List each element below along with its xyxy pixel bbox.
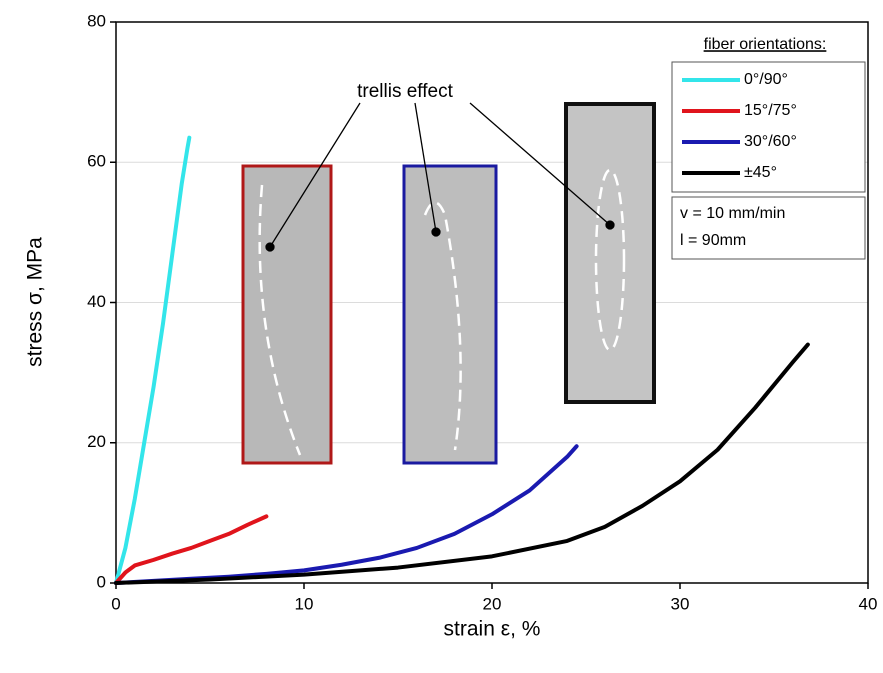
legend-label: 30°/60° bbox=[744, 133, 797, 150]
annotation: trellis effect bbox=[357, 81, 453, 102]
photo-ellipse bbox=[423, 201, 462, 451]
conditions-box bbox=[671, 196, 866, 260]
series-line bbox=[114, 135, 192, 585]
y-tick-label: 0 bbox=[97, 572, 106, 591]
condition: v = 10 mm/min bbox=[680, 205, 785, 222]
photo-ellipse bbox=[594, 168, 626, 352]
series-line bbox=[114, 342, 810, 585]
x-tick-label: 30 bbox=[671, 594, 690, 613]
y-tick-label: 40 bbox=[87, 292, 106, 311]
photo-45 bbox=[564, 102, 656, 404]
x-tick-label: 10 bbox=[295, 594, 314, 613]
legend-label: 15°/75° bbox=[744, 102, 797, 119]
series-line bbox=[114, 444, 579, 585]
photo-30-60 bbox=[402, 164, 498, 465]
inset-photos bbox=[241, 102, 656, 465]
photo-15-75 bbox=[241, 164, 333, 465]
legend-label: 0°/90° bbox=[744, 71, 788, 88]
y-tick-label: 60 bbox=[87, 152, 106, 171]
legend-box bbox=[671, 61, 866, 193]
legend-title: fiber orientations: bbox=[704, 36, 827, 53]
y-tick-label: 20 bbox=[87, 432, 106, 451]
y-axis-title: stress σ, MPa bbox=[24, 237, 47, 367]
legend-label: ±45° bbox=[744, 164, 777, 181]
series-line bbox=[114, 514, 269, 585]
x-tick-label: 20 bbox=[483, 594, 502, 613]
x-axis-title: strain ε, % bbox=[444, 618, 541, 641]
y-tick-label: 80 bbox=[87, 11, 106, 30]
x-tick-label: 0 bbox=[111, 594, 120, 613]
photo-ellipse bbox=[258, 184, 302, 456]
condition: l = 90mm bbox=[680, 232, 746, 249]
annotation-pointers bbox=[265, 102, 615, 252]
x-tick-label: 40 bbox=[859, 594, 878, 613]
